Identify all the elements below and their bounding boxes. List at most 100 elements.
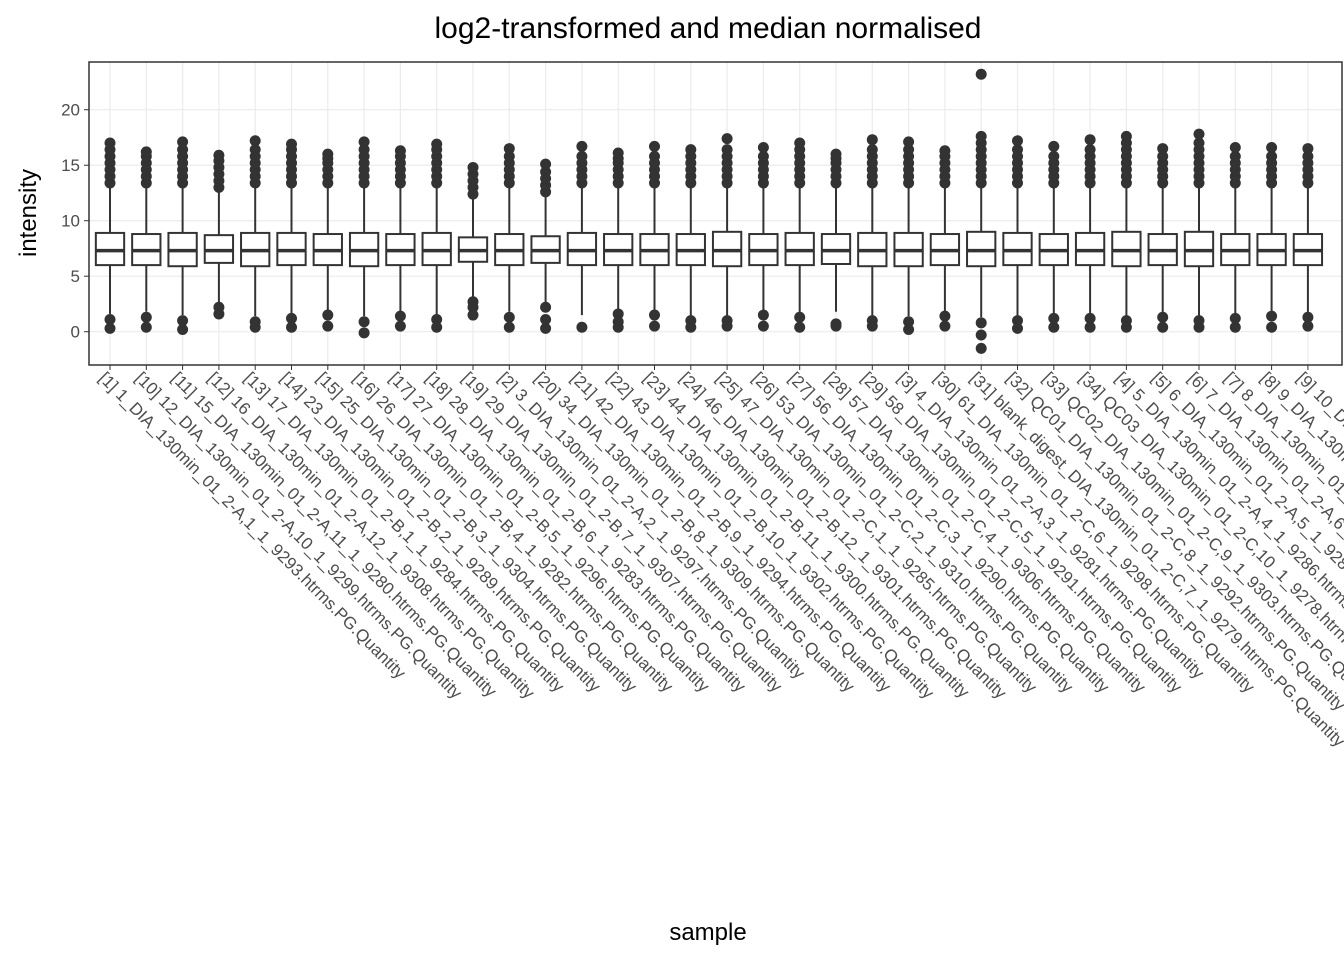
outlier bbox=[975, 130, 987, 142]
outlier bbox=[721, 133, 733, 145]
outlier bbox=[249, 144, 261, 156]
outlier bbox=[358, 316, 370, 328]
outlier bbox=[177, 315, 189, 327]
outlier bbox=[1193, 137, 1205, 149]
outlier bbox=[612, 321, 624, 333]
y-tick-label: 0 bbox=[71, 323, 80, 342]
outlier bbox=[1157, 321, 1169, 333]
outlier bbox=[503, 143, 515, 155]
outlier bbox=[1012, 322, 1023, 334]
outlier bbox=[540, 166, 552, 178]
outlier bbox=[903, 323, 915, 335]
outlier bbox=[975, 329, 987, 341]
outlier bbox=[576, 321, 588, 333]
outlier bbox=[1084, 312, 1096, 324]
outlier bbox=[939, 145, 951, 157]
outlier bbox=[1084, 144, 1096, 156]
outlier bbox=[721, 320, 733, 332]
outlier bbox=[1012, 135, 1023, 147]
outlier bbox=[467, 309, 479, 321]
outlier bbox=[1266, 141, 1278, 153]
outlier bbox=[177, 136, 189, 148]
outlier bbox=[903, 136, 915, 148]
outlier bbox=[1120, 321, 1132, 333]
outlier bbox=[322, 148, 334, 160]
outlier bbox=[612, 308, 624, 320]
outlier bbox=[1048, 321, 1060, 333]
outlier bbox=[721, 144, 733, 156]
outlier bbox=[540, 322, 552, 334]
outlier bbox=[1302, 320, 1314, 332]
outlier bbox=[1012, 144, 1023, 156]
outlier bbox=[975, 342, 987, 354]
outlier bbox=[1120, 130, 1132, 142]
outlier bbox=[286, 312, 297, 324]
outlier bbox=[830, 320, 842, 332]
outlier bbox=[140, 311, 152, 323]
outlier bbox=[866, 320, 878, 332]
y-tick-label: 15 bbox=[61, 156, 80, 175]
outlier bbox=[576, 140, 588, 152]
outlier bbox=[213, 308, 225, 320]
outlier bbox=[431, 313, 443, 325]
outlier bbox=[685, 144, 697, 156]
y-axis-title: intensity bbox=[15, 169, 42, 257]
outlier bbox=[939, 310, 951, 322]
outlier bbox=[249, 321, 261, 333]
y-tick-label: 20 bbox=[61, 101, 80, 120]
outlier bbox=[540, 158, 552, 170]
outlier bbox=[177, 144, 189, 156]
outlier bbox=[503, 150, 515, 162]
outlier bbox=[286, 321, 297, 333]
outlier bbox=[394, 310, 406, 322]
outlier bbox=[431, 321, 443, 333]
outlier bbox=[1302, 143, 1314, 155]
outlier bbox=[467, 301, 479, 313]
outlier bbox=[1302, 311, 1314, 323]
outlier bbox=[467, 161, 479, 173]
x-axis-title: sample bbox=[669, 919, 746, 946]
outlier bbox=[177, 323, 189, 335]
outlier bbox=[1084, 134, 1096, 146]
outlier bbox=[866, 144, 878, 156]
outlier bbox=[1302, 150, 1314, 162]
outlier bbox=[540, 313, 552, 325]
outlier bbox=[1193, 128, 1205, 140]
outlier bbox=[975, 68, 987, 80]
outlier bbox=[757, 309, 769, 321]
outlier bbox=[104, 137, 116, 149]
outlier bbox=[322, 309, 334, 321]
outlier bbox=[1048, 150, 1060, 162]
outlier bbox=[903, 144, 915, 156]
outlier bbox=[576, 150, 588, 162]
outlier bbox=[975, 317, 987, 329]
outlier bbox=[939, 320, 951, 332]
outlier bbox=[757, 320, 769, 332]
outlier bbox=[104, 322, 116, 334]
outlier bbox=[1157, 150, 1169, 162]
outlier bbox=[1229, 150, 1241, 162]
chart-title: log2-transformed and median normalised bbox=[435, 12, 982, 45]
outlier bbox=[1012, 315, 1023, 327]
outlier bbox=[503, 311, 515, 323]
outlier bbox=[358, 136, 370, 148]
outlier bbox=[649, 140, 660, 152]
outlier bbox=[1084, 321, 1096, 333]
outlier bbox=[903, 316, 915, 328]
outlier bbox=[540, 301, 552, 313]
outlier bbox=[1266, 321, 1278, 333]
outlier bbox=[1048, 312, 1060, 324]
outlier bbox=[1193, 321, 1205, 333]
outlier bbox=[358, 327, 370, 339]
outlier bbox=[322, 320, 334, 332]
outlier bbox=[1229, 141, 1241, 153]
outlier bbox=[649, 309, 660, 321]
outlier bbox=[1157, 311, 1169, 323]
outlier bbox=[830, 148, 842, 160]
outlier bbox=[757, 141, 769, 153]
outlier bbox=[794, 137, 806, 149]
outlier bbox=[503, 321, 515, 333]
outlier bbox=[213, 149, 225, 161]
outlier bbox=[104, 313, 116, 325]
